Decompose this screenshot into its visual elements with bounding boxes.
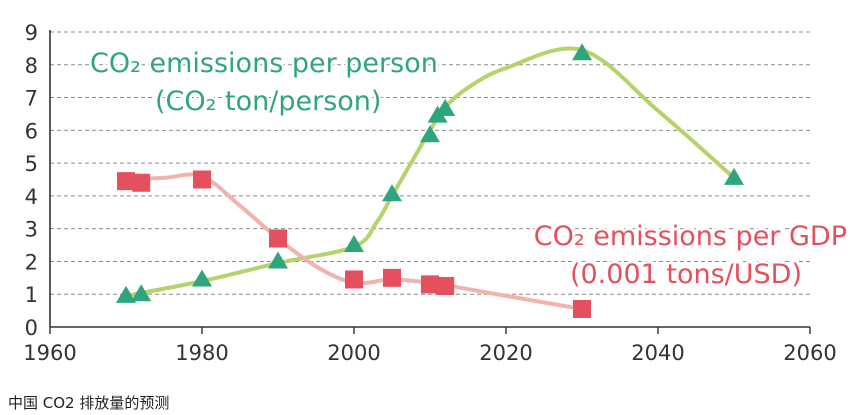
series-label-2-line-2: (0.001 tons/USD) (570, 259, 802, 290)
y-tick-label: 5 (25, 152, 38, 176)
triangle-marker (420, 125, 440, 143)
y-tick-label: 8 (25, 54, 38, 78)
square-marker (132, 173, 151, 192)
triangle-marker (131, 284, 152, 302)
y-tick-label: 7 (25, 87, 38, 111)
y-tick-labels: 0 1 2 3 4 5 6 7 8 9 (25, 21, 38, 340)
series-label-2-line-1: CO₂ emissions per GDP (534, 221, 847, 252)
square-marker (117, 172, 135, 191)
x-tick-label: 1960 (23, 341, 76, 365)
series-markers (116, 43, 744, 318)
y-tick-label: 2 (25, 250, 38, 274)
x-tick-label: 2060 (783, 341, 836, 365)
square-marker (436, 277, 455, 296)
axes (49, 30, 811, 334)
co2-chart: 0 1 2 3 4 5 6 7 8 9 1960 1980 2000 2020 2040 2060 CO₂ … (23, 21, 850, 365)
x-tick-labels: 1960 1980 2000 2020 2040 2060 (23, 341, 836, 365)
x-tick-label: 2020 (479, 341, 532, 365)
y-tick-label: 4 (25, 185, 38, 209)
square-marker (383, 268, 401, 287)
y-tick-label: 6 (25, 119, 38, 143)
triangle-marker (192, 269, 212, 287)
triangle-marker (724, 167, 744, 185)
square-marker (193, 170, 211, 189)
triangle-marker (268, 251, 288, 269)
triangle-marker (435, 99, 456, 117)
y-tick-label: 0 (25, 316, 38, 340)
x-tick-label: 1980 (175, 341, 228, 365)
x-tick-label: 2040 (631, 341, 684, 365)
y-tick-label: 9 (25, 21, 38, 45)
series-label-1-line-2: (CO₂ ton/person) (155, 86, 381, 117)
triangle-marker (382, 184, 402, 202)
x-tick-label: 2000 (327, 341, 380, 365)
figure-caption: 中国 CO2 排放量的预测 (8, 394, 170, 412)
triangle-marker (116, 285, 136, 303)
triangle-marker (344, 235, 364, 253)
square-marker (421, 275, 439, 294)
square-marker (269, 229, 287, 248)
square-marker (345, 270, 363, 289)
y-tick-label: 3 (25, 218, 38, 242)
series-labels: CO₂ emissions per person (CO₂ ton/person)… (88, 46, 850, 293)
series-label-1-line-1: CO₂ emissions per person (90, 48, 438, 79)
square-marker (573, 299, 591, 318)
triangle-marker (572, 43, 592, 61)
y-tick-label: 1 (25, 283, 38, 307)
